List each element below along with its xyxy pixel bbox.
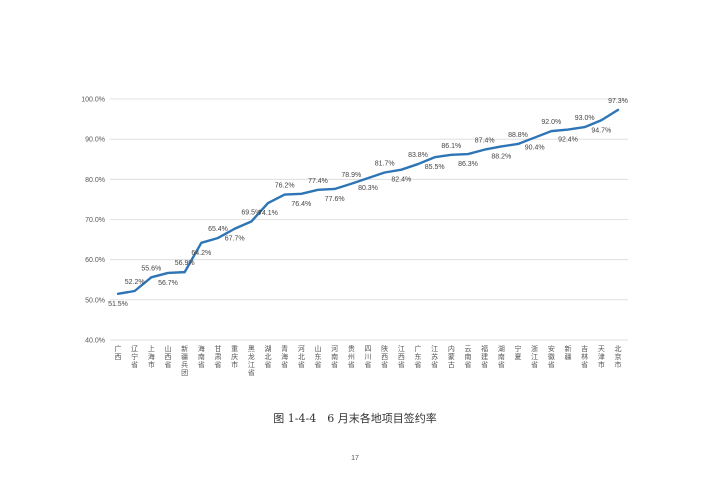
x-category-label: 新疆兵团 — [181, 344, 188, 377]
figure-caption: 图 1-4-4 6 月末各地项目签约率 — [273, 412, 437, 425]
x-category-label: 天津市 — [598, 345, 605, 369]
data-label: 77.4% — [308, 178, 328, 185]
x-category-label: 辽宁省 — [131, 345, 138, 369]
x-category-label: 江西省 — [398, 345, 405, 369]
data-label: 77.6% — [325, 196, 345, 203]
x-category-label: 内蒙古 — [448, 344, 455, 369]
x-category-label: 吉林省 — [581, 345, 588, 369]
data-label: 56.9% — [175, 260, 195, 267]
x-category-label: 浙江省 — [531, 344, 538, 369]
x-category-label: 新疆 — [565, 344, 572, 361]
data-label: 88.2% — [491, 153, 511, 160]
data-label: 65.4% — [208, 226, 228, 233]
line-chart: 40.0% 50.0% 60.0% 70.0% 80.0% 90.0% 100.0% 51.… — [81, 97, 628, 377]
data-label: 85.5% — [425, 164, 445, 171]
data-label: 76.4% — [291, 201, 311, 208]
data-label: 97.3% — [608, 98, 628, 105]
x-category-label: 广西 — [115, 344, 122, 361]
data-label: 55.6% — [141, 265, 161, 272]
data-label: 92.0% — [541, 119, 561, 126]
data-labels: 51.5% 52.2% 55.6% 56.7% 56.9% 64.2% 65.4% 67.7%… — [108, 98, 628, 308]
data-label: 93.0% — [575, 115, 595, 122]
data-label: 92.4% — [558, 137, 578, 144]
x-category-label: 河南省 — [331, 345, 338, 369]
x-category-label: 上海市 — [148, 344, 155, 369]
x-category-label: 海南省 — [198, 344, 205, 369]
y-tick-label: 70.0% — [85, 217, 105, 224]
x-category-label: 云南省 — [465, 345, 472, 369]
y-tick-label: 60.0% — [85, 257, 105, 264]
data-label: 82.4% — [391, 177, 411, 184]
x-category-label: 湖南省 — [498, 344, 505, 369]
data-label: 81.7% — [375, 161, 395, 168]
data-label: 69.5% — [241, 210, 261, 217]
y-tick-label: 80.0% — [85, 177, 105, 184]
x-axis: 广西 辽宁省 上海市 山西省 新疆兵团 海南省 甘肃省 重庆市 黑龙江省 湖北省 青海省 河北省 山东省… — [115, 344, 622, 377]
y-tick-label: 90.0% — [85, 137, 105, 144]
x-category-label: 黑龙江省 — [248, 345, 255, 377]
data-label: 80.3% — [358, 185, 378, 192]
data-label: 86.3% — [458, 161, 478, 168]
x-category-label: 河北省 — [298, 345, 305, 369]
data-label: 87.4% — [475, 138, 495, 145]
x-category-label: 宁夏 — [515, 344, 522, 361]
data-label: 67.7% — [225, 236, 245, 243]
x-category-label: 江苏省 — [431, 345, 438, 369]
x-category-label: 四川省 — [365, 345, 372, 369]
y-axis: 40.0% 50.0% 60.0% 70.0% 80.0% 90.0% 100.0% — [81, 97, 105, 345]
x-category-label: 福建省 — [481, 344, 488, 369]
x-category-label: 广东省 — [415, 344, 422, 369]
data-label: 86.1% — [441, 143, 461, 150]
gridlines — [110, 98, 628, 341]
data-label: 83.8% — [408, 152, 428, 159]
y-tick-label: 40.0% — [85, 338, 105, 345]
data-label: 90.4% — [525, 145, 545, 152]
x-category-label: 湖北省 — [265, 344, 272, 369]
data-label: 78.9% — [341, 172, 361, 179]
data-label: 52.2% — [125, 279, 145, 286]
x-category-label: 青海省 — [281, 344, 288, 369]
x-category-label: 重庆市 — [231, 345, 238, 369]
data-label: 56.7% — [158, 280, 178, 287]
series-line-group — [116, 108, 620, 296]
x-category-label: 安徽省 — [548, 344, 555, 369]
page-number: 17 — [351, 455, 359, 462]
x-category-label: 北京市 — [615, 345, 622, 369]
data-label: 88.8% — [508, 132, 528, 139]
x-category-label: 山西省 — [165, 344, 172, 369]
x-category-label: 陕西省 — [381, 344, 388, 369]
x-category-label: 山东省 — [315, 344, 322, 369]
x-category-label: 甘肃省 — [215, 344, 222, 369]
data-label: 76.2% — [275, 183, 295, 190]
data-label: 64.2% — [191, 250, 211, 257]
y-tick-label: 50.0% — [85, 297, 105, 304]
data-label: 51.5% — [108, 301, 128, 308]
x-category-label: 贵州省 — [348, 344, 355, 369]
y-tick-label: 100.0% — [81, 97, 105, 104]
data-label: 74.1% — [258, 210, 278, 217]
data-label: 94.7% — [591, 127, 611, 134]
series-line — [116, 108, 620, 296]
